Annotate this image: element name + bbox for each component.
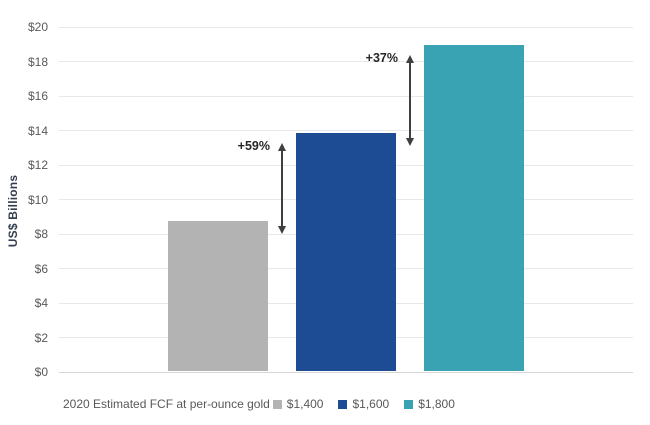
legend: 2020 Estimated FCF at per-ounce gold $1,… (63, 397, 470, 411)
gridline-$16 (59, 95, 633, 97)
y-tick-label: $4 (34, 296, 48, 310)
arrow-head-up-icon (405, 54, 414, 63)
gridline-$18 (59, 61, 633, 62)
legend-item-label: $1,600 (352, 397, 390, 411)
plot-area: +59% +37% (59, 26, 633, 373)
gridline-$0 (59, 371, 633, 373)
annotation-arrow-+37% (404, 54, 417, 146)
arrow-shaft (409, 60, 411, 140)
y-axis-title: US$ Billions (6, 174, 20, 248)
y-tick-label: $14 (27, 123, 48, 138)
legend-series-label: 2020 Estimated FCF at per-ounce gold (63, 397, 270, 411)
y-tick-label: $20 (27, 20, 48, 34)
legend-item-label: $1,400 (286, 397, 324, 411)
annotation-label: +37% (365, 50, 398, 65)
legend-item-1600: $1,600 (338, 397, 389, 411)
y-tick-label: $10 (27, 192, 48, 207)
legend-item-1400: $1,400 (272, 397, 324, 411)
arrow-head-up-icon (277, 142, 286, 151)
annotation-label: +59% (237, 138, 270, 153)
legend-marker-icon (404, 399, 414, 409)
bar-1400 (168, 221, 268, 371)
y-tick-label: $12 (27, 158, 48, 172)
y-tick-label: $18 (27, 54, 48, 69)
bar-1600 (296, 133, 396, 371)
legend-marker-icon (338, 399, 348, 409)
legend-item-label: $1,800 (418, 397, 455, 411)
gridline-$20 (59, 26, 633, 28)
arrow-shaft (281, 148, 283, 228)
legend-marker-icon (272, 399, 282, 409)
y-tick-label: $8 (34, 227, 48, 241)
y-tick-label: $2 (34, 330, 48, 345)
legend-item-1800: $1,800 (404, 397, 455, 411)
y-tick-label: $0 (34, 365, 48, 379)
arrow-head-down-icon (405, 137, 414, 146)
y-tick-label: $16 (27, 89, 48, 103)
bar-1800 (424, 45, 524, 371)
arrow-head-down-icon (277, 225, 286, 234)
gridline-$14 (59, 130, 633, 131)
y-tick-label: $6 (34, 261, 48, 276)
annotation-arrow-+59% (276, 142, 289, 234)
